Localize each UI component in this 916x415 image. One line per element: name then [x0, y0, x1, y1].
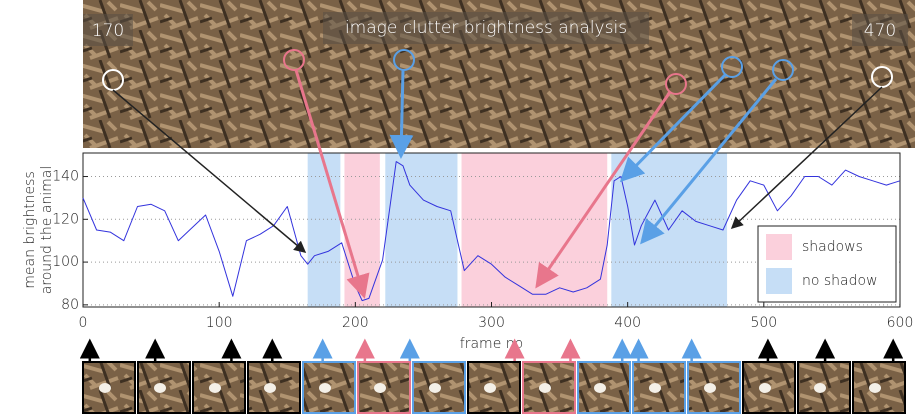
animal — [374, 383, 386, 393]
thumbnail — [357, 361, 411, 414]
arrow — [535, 91, 672, 289]
legend-swatch — [766, 268, 792, 294]
animal — [704, 383, 716, 393]
annotations — [102, 49, 893, 299]
label-bg — [83, 14, 133, 46]
y-axis-label: around the animal — [39, 166, 55, 295]
brightness-line — [82, 161, 901, 302]
animal — [429, 383, 441, 393]
legend-swatch — [766, 234, 792, 260]
arrow — [112, 89, 307, 253]
region — [611, 153, 728, 307]
x-tick-label: 400 — [614, 315, 641, 331]
circle — [665, 73, 687, 95]
region — [461, 153, 608, 307]
legend-label: no shadow — [802, 273, 878, 289]
animal — [814, 383, 826, 393]
arrow — [389, 69, 414, 159]
x-tick-label: 300 — [478, 315, 505, 331]
plot-frame — [82, 152, 901, 308]
animal — [869, 383, 881, 393]
animal — [264, 383, 276, 393]
circle — [393, 49, 415, 71]
legend-label: shadows — [802, 239, 863, 255]
x-tick-label: 100 — [206, 315, 233, 331]
image-end-label: 470 — [864, 21, 896, 41]
animal — [594, 383, 606, 393]
y-tick-label: 140 — [52, 169, 79, 185]
x-tick-label: 0 — [79, 315, 88, 331]
x-tick-label: 600 — [887, 315, 914, 331]
y-tick-label: 120 — [52, 211, 79, 227]
region — [385, 153, 458, 307]
animal — [154, 383, 166, 393]
image-start-label: 170 — [92, 21, 124, 41]
y-tick-label: 100 — [52, 254, 79, 270]
arrow — [640, 78, 778, 245]
arrow — [730, 86, 883, 230]
x-tick-label: 500 — [750, 315, 777, 331]
animal — [539, 383, 551, 393]
circle — [283, 49, 305, 71]
circle — [721, 56, 743, 78]
circle — [772, 59, 794, 81]
image-caption: image clutter brightness analysis — [345, 18, 627, 38]
region — [307, 153, 341, 307]
caption-bg — [323, 12, 649, 44]
arrow — [619, 73, 727, 183]
animal — [209, 383, 221, 393]
y-axis-label: mean brightness — [22, 171, 38, 289]
x-tick-label: 200 — [342, 315, 369, 331]
y-tick-label: 80 — [61, 297, 79, 313]
label-bg — [852, 14, 908, 46]
animal — [649, 383, 661, 393]
animal — [319, 383, 331, 393]
animal — [484, 383, 496, 393]
animal — [759, 383, 771, 393]
animal — [99, 383, 111, 393]
arrow — [294, 69, 370, 299]
